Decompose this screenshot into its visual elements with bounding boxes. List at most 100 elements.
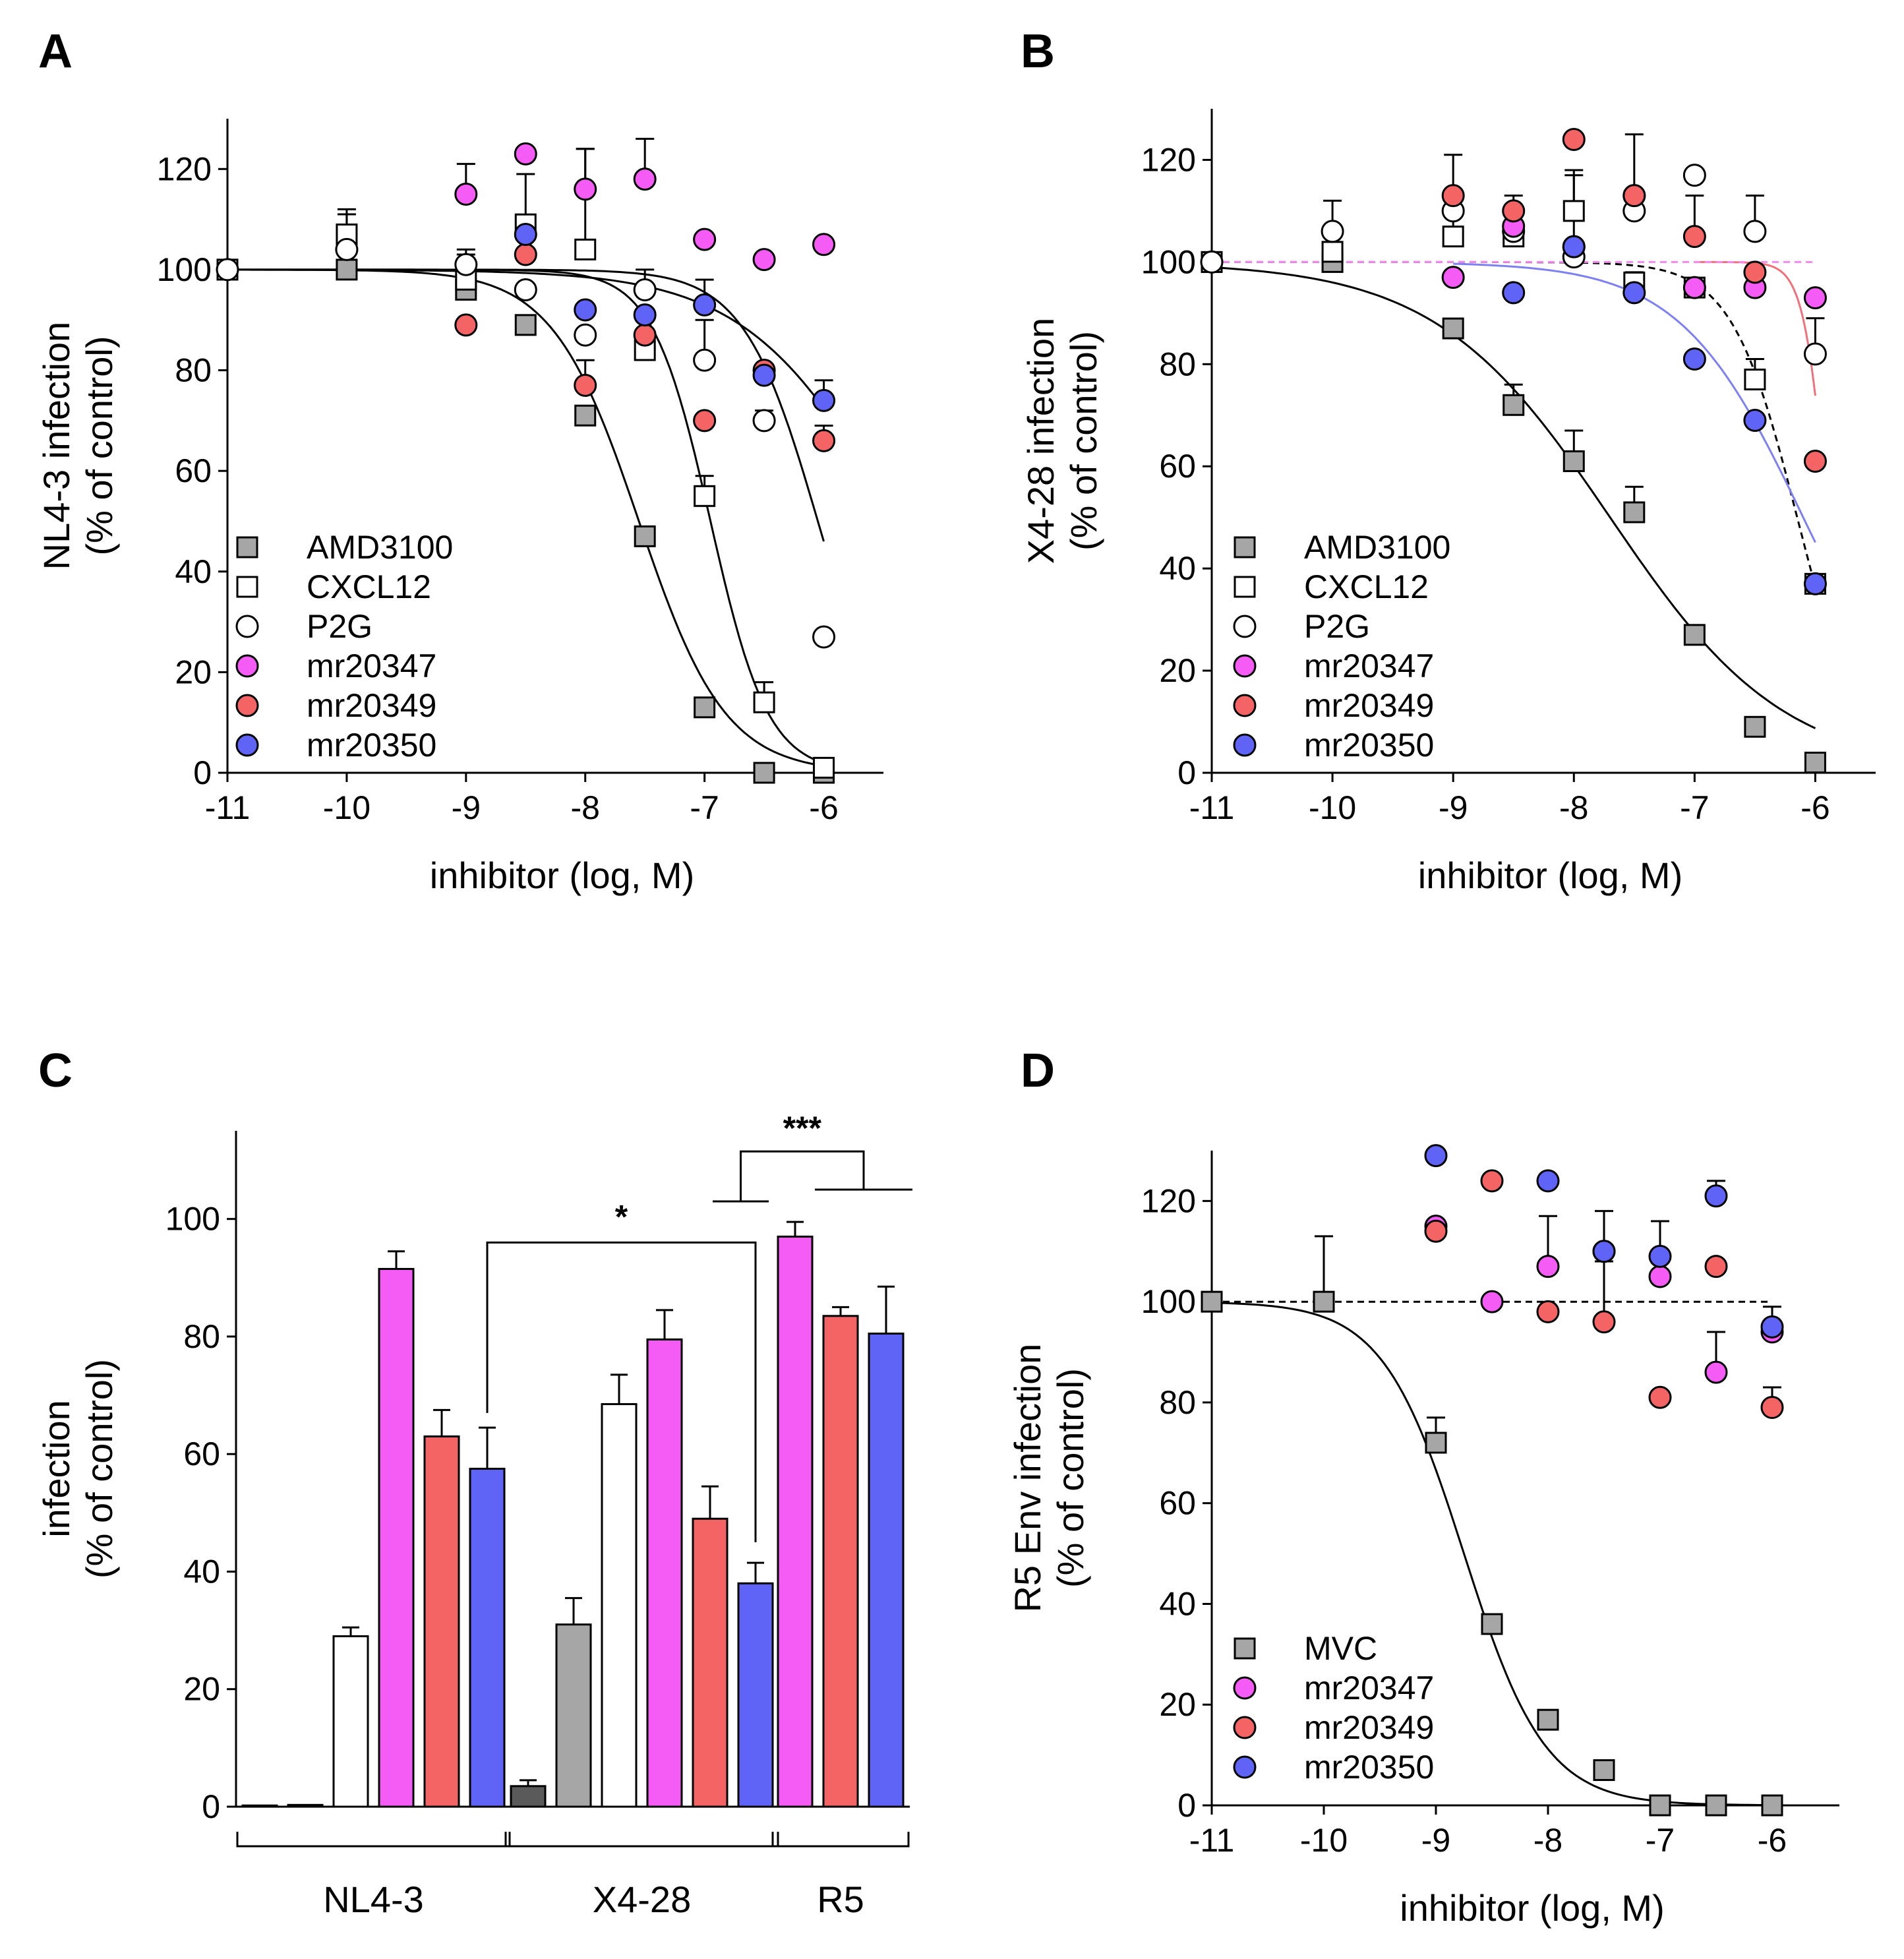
point-MVC — [1313, 1290, 1335, 1313]
legend-marker-mr20347 — [1233, 1676, 1257, 1700]
point-mr20349 — [812, 429, 836, 452]
y-axis-label: infection — [36, 1400, 77, 1538]
point-mr20347 — [1480, 1290, 1504, 1313]
point-AMD3100 — [1683, 624, 1706, 646]
legend-marker-mr20347 — [235, 654, 259, 678]
legend-label-mr20350: mr20350 — [307, 727, 436, 764]
fit-curve-CXCL12 — [1212, 260, 1816, 587]
y-tick-label: 60 — [1159, 448, 1196, 485]
x-axis-label: inhibitor (log, M) — [1418, 855, 1682, 896]
panel-A: A 0 20 40 60 80 100 120 -11 -10 -9 -8 -7 -6 inhibitor … — [36, 25, 883, 896]
legend-marker-CXCL12 — [236, 576, 258, 598]
y-axis-label: R5 Env infection — [1007, 1344, 1048, 1613]
legend-marker-CXCL12 — [1234, 576, 1256, 598]
legend-label-mr20349: mr20349 — [307, 687, 436, 724]
legend-marker-mr20347 — [1233, 654, 1257, 678]
point-mr20347 — [1704, 1360, 1728, 1384]
legend-label-AMD3100: AMD3100 — [307, 529, 453, 566]
point-P2G — [1743, 220, 1767, 243]
legend-marker-mr20350 — [235, 733, 259, 757]
point-mr20350 — [1803, 572, 1827, 595]
bar-NL4-3-P2G — [332, 1635, 369, 1808]
legend-label-mr20349: mr20349 — [1304, 1709, 1434, 1746]
point-mr20349 — [1592, 1310, 1616, 1334]
y-axis-label: NL4-3 infection — [36, 322, 77, 570]
y-tick-label: 80 — [175, 352, 212, 389]
point-mr20347 — [1648, 1265, 1672, 1288]
group-bracket — [771, 1832, 910, 1848]
point-CXCL12 — [1442, 226, 1464, 248]
point-P2G — [216, 258, 239, 282]
point-AMD3100 — [514, 314, 537, 336]
point-AMD3100 — [1623, 501, 1646, 524]
point-mr20350 — [1622, 281, 1646, 305]
bar-X4-28-mr20349 — [692, 1517, 729, 1808]
point-mr20349 — [1743, 260, 1767, 284]
legend-marker-mr20349 — [1233, 1716, 1257, 1739]
point-P2G — [1200, 250, 1224, 274]
point-P2G — [693, 348, 717, 372]
significance-bracket — [740, 1150, 865, 1201]
y-tick-label: 80 — [1159, 346, 1196, 382]
fit-curve-P2G — [227, 268, 825, 542]
point-P2G — [1321, 220, 1344, 243]
point-mr20347 — [1536, 1255, 1560, 1279]
legend-label-mr20350: mr20350 — [1304, 1749, 1434, 1786]
point-mr20347 — [1803, 286, 1827, 310]
bar-X4-28-mr20350 — [737, 1582, 774, 1808]
point-mr20349 — [1502, 199, 1526, 223]
point-mr20349 — [1480, 1169, 1504, 1193]
y-tick-label: 20 — [1159, 652, 1196, 689]
point-AMD3100 — [336, 258, 358, 281]
legend-label-mr20350: mr20350 — [1304, 727, 1434, 764]
point-AMD3100 — [1804, 752, 1826, 774]
point-mr20349 — [1536, 1300, 1560, 1323]
y-tick-label: 100 — [165, 1201, 220, 1238]
legend-label-mr20347: mr20347 — [307, 648, 436, 684]
point-P2G — [335, 237, 359, 261]
point-mr20347 — [693, 227, 717, 251]
point-mr20347 — [574, 177, 597, 201]
y-tick-label: 20 — [175, 653, 212, 690]
point-P2G — [1682, 164, 1706, 187]
x-axis-label: inhibitor (log, M) — [1400, 1887, 1664, 1929]
y-tick-label: 100 — [1141, 1283, 1196, 1320]
point-mr20349 — [1704, 1255, 1728, 1279]
point-P2G — [574, 323, 597, 347]
y-tick-label: 100 — [157, 251, 212, 288]
x-tick-label: -9 — [1439, 789, 1468, 826]
x-tick-label: -11 — [205, 789, 251, 826]
point-mr20349 — [1760, 1396, 1784, 1420]
point-mr20347 — [812, 233, 836, 256]
y-tick-label: 40 — [183, 1553, 220, 1590]
point-mr20350 — [752, 363, 776, 387]
point-mr20349 — [693, 409, 717, 433]
point-mr20350 — [633, 303, 657, 327]
point-mr20350 — [1704, 1184, 1728, 1208]
y-tick-label: 40 — [1159, 1585, 1196, 1622]
point-mr20349 — [1622, 184, 1646, 208]
x-tick-label: -8 — [1533, 1822, 1562, 1859]
y-axis-label: (% of control) — [78, 336, 120, 556]
point-AMD3100 — [1744, 715, 1766, 738]
point-MVC — [1537, 1708, 1559, 1731]
legend-marker-mr20350 — [1233, 1755, 1257, 1779]
y-tick-label: 40 — [1159, 550, 1196, 587]
y-axis-label: X4-28 infection — [1020, 318, 1061, 564]
fit-curve-MVC — [1211, 1302, 1772, 1807]
legend-marker-mr20350 — [1233, 733, 1257, 757]
point-CXCL12 — [1744, 369, 1766, 391]
x-axis-label: inhibitor (log, M) — [430, 855, 694, 896]
point-CXCL12 — [1562, 200, 1585, 222]
bar-X4-28-AMD3100 — [510, 1785, 547, 1808]
x-tick-label: -10 — [1300, 1822, 1348, 1859]
point-CXCL12 — [694, 485, 716, 507]
point-mr20349 — [1803, 449, 1827, 473]
panel-label: D — [1021, 1044, 1055, 1097]
point-AMD3100 — [1442, 317, 1464, 340]
point-MVC — [1481, 1613, 1503, 1635]
group-label-X4-28: X4-28 — [593, 1879, 691, 1920]
bar-NL4-3-mr20350 — [469, 1468, 506, 1808]
point-mr20350 — [812, 388, 836, 412]
